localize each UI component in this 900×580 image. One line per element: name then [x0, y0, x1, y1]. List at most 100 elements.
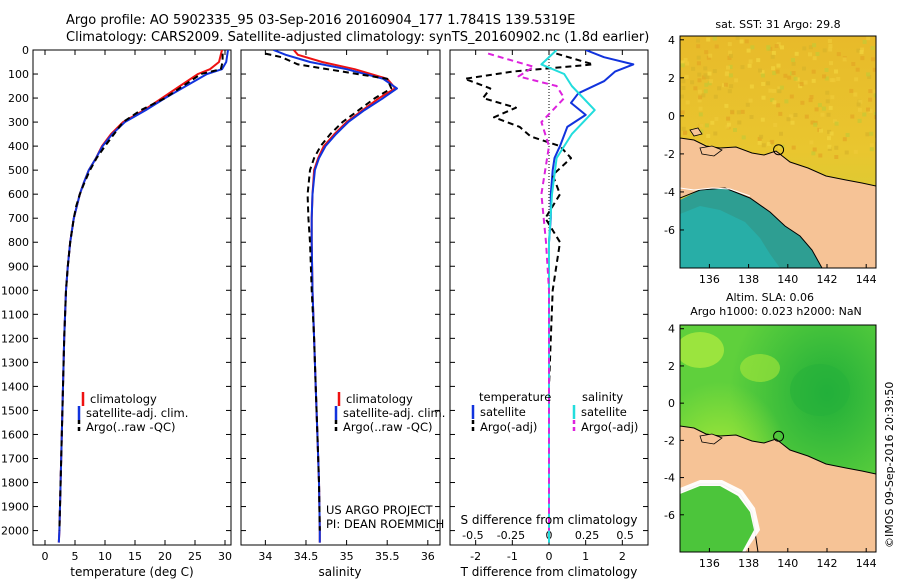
sst-pixel — [685, 61, 690, 66]
sst-pixel — [834, 155, 839, 159]
sst-pixel — [856, 48, 861, 53]
sst-pixel — [808, 45, 813, 50]
sst-pixel — [726, 65, 730, 70]
series-climatology — [293, 50, 397, 543]
sst-pixel — [704, 50, 709, 55]
x-tick-label: 25 — [188, 550, 202, 563]
sst-pixel — [703, 73, 708, 78]
sst-pixel — [786, 117, 791, 122]
sst-pixel — [874, 112, 876, 117]
sst-pixel — [724, 103, 729, 108]
sst-pixel — [771, 51, 776, 55]
sla-southern-water — [680, 486, 754, 552]
sst-pixel — [713, 94, 718, 99]
sst-pixel — [703, 66, 708, 71]
x-tick-label: 35.5 — [375, 550, 400, 563]
sst-pixel — [824, 68, 829, 72]
sst-pixel — [777, 86, 782, 91]
temperature-legend: climatology satellite-adj. clim. Argo(..… — [77, 392, 188, 434]
sla-patch — [790, 364, 850, 416]
x-tick-label: 136 — [699, 557, 720, 570]
y-tick-label: 300 — [8, 116, 29, 129]
legend-label-satellite: satellite-adj. clim. — [86, 406, 188, 420]
y-tick-label: 700 — [8, 212, 29, 225]
x-tick-label: -1 — [507, 550, 518, 563]
s-tick-label: -0.25 — [497, 529, 525, 542]
sst-pixel — [860, 56, 865, 61]
sst-land — [680, 137, 876, 268]
sst-pixel — [680, 63, 685, 68]
sst-pixel — [827, 144, 832, 149]
sst-pixel — [790, 120, 795, 125]
sst-pixel — [714, 116, 719, 121]
sst-pixel — [680, 94, 684, 99]
sst-pixel — [728, 64, 733, 69]
sst-pixel — [812, 56, 817, 61]
sst-pixel — [862, 112, 867, 117]
sst-pixel — [825, 90, 830, 95]
sst-pixel — [749, 115, 754, 119]
sla-patch — [740, 354, 780, 382]
x-tick-label: 142 — [817, 273, 838, 286]
sst-pixel — [812, 147, 817, 152]
x-tick-label: 0 — [546, 550, 553, 563]
sst-pixel — [853, 92, 858, 97]
sst-pixel — [851, 62, 856, 66]
sst-pixel — [827, 39, 832, 43]
sst-pixel — [855, 67, 860, 72]
series-argo — [265, 52, 393, 531]
sst-pixel — [727, 89, 732, 94]
sst-pixel — [683, 131, 687, 135]
legend-title-salinity: salinity — [582, 390, 623, 404]
sst-pixel — [836, 76, 841, 81]
sst-pixel — [771, 66, 776, 71]
sst-pixel — [809, 140, 814, 145]
sst-pixel — [707, 71, 712, 76]
sst-pixel — [725, 124, 730, 129]
x-tick-label: 36 — [421, 550, 435, 563]
sst-pixel — [813, 122, 818, 127]
project-annotation: US ARGO PROJECT — [326, 503, 434, 517]
x-tick-label: 20 — [158, 550, 172, 563]
sst-pixel — [871, 57, 875, 62]
y-tick-label: 900 — [8, 260, 29, 273]
series-t-satellite — [548, 50, 635, 543]
sst-pixel — [810, 120, 815, 125]
y-tick-label: 200 — [8, 92, 29, 105]
sst-pixel — [697, 72, 702, 77]
sst-pixel — [727, 42, 732, 47]
sst-pixel — [770, 54, 775, 59]
legend-title-temperature: temperature — [479, 390, 551, 404]
sst-cool-core — [680, 206, 780, 268]
y-tick-label: 2 — [668, 72, 675, 85]
sst-pixel — [726, 116, 731, 121]
legend-label-argo: Argo(..raw -QC) — [343, 420, 433, 434]
legend-label-s-satellite: satellite — [581, 405, 627, 419]
sla-map-frame — [679, 324, 877, 553]
sst-pixel — [869, 143, 874, 148]
y-tick-label: 1700 — [1, 452, 29, 465]
pi-annotation: PI: DEAN ROEMMICH — [326, 517, 444, 531]
sst-pixel — [737, 120, 742, 125]
y-tick-label: 4 — [668, 34, 675, 47]
sst-pixel — [706, 37, 711, 42]
sst-pixel — [798, 84, 803, 89]
salinity-xlabel: salinity — [318, 565, 361, 579]
sst-pixel — [756, 58, 761, 63]
sst-pixel — [862, 40, 867, 44]
sst-pixel — [829, 131, 834, 136]
sst-pixel — [746, 48, 751, 53]
temperature-xlabel: temperature (deg C) — [70, 565, 193, 579]
sst-pixel — [788, 114, 793, 119]
sst-pixel — [784, 99, 789, 104]
x-tick-label: 30 — [218, 550, 232, 563]
sst-pixel — [829, 61, 833, 66]
sst-pixel — [829, 78, 834, 83]
salinity-legend: climatology satellite-adj. clim. Argo(..… — [334, 392, 445, 434]
difference-legend: temperature satellite Argo(-adj) salinit… — [471, 390, 638, 434]
y-tick-label: 2000 — [1, 525, 29, 538]
sst-pixel — [818, 128, 823, 133]
sst-pixel — [779, 85, 784, 90]
y-tick-label: 1400 — [1, 380, 29, 393]
